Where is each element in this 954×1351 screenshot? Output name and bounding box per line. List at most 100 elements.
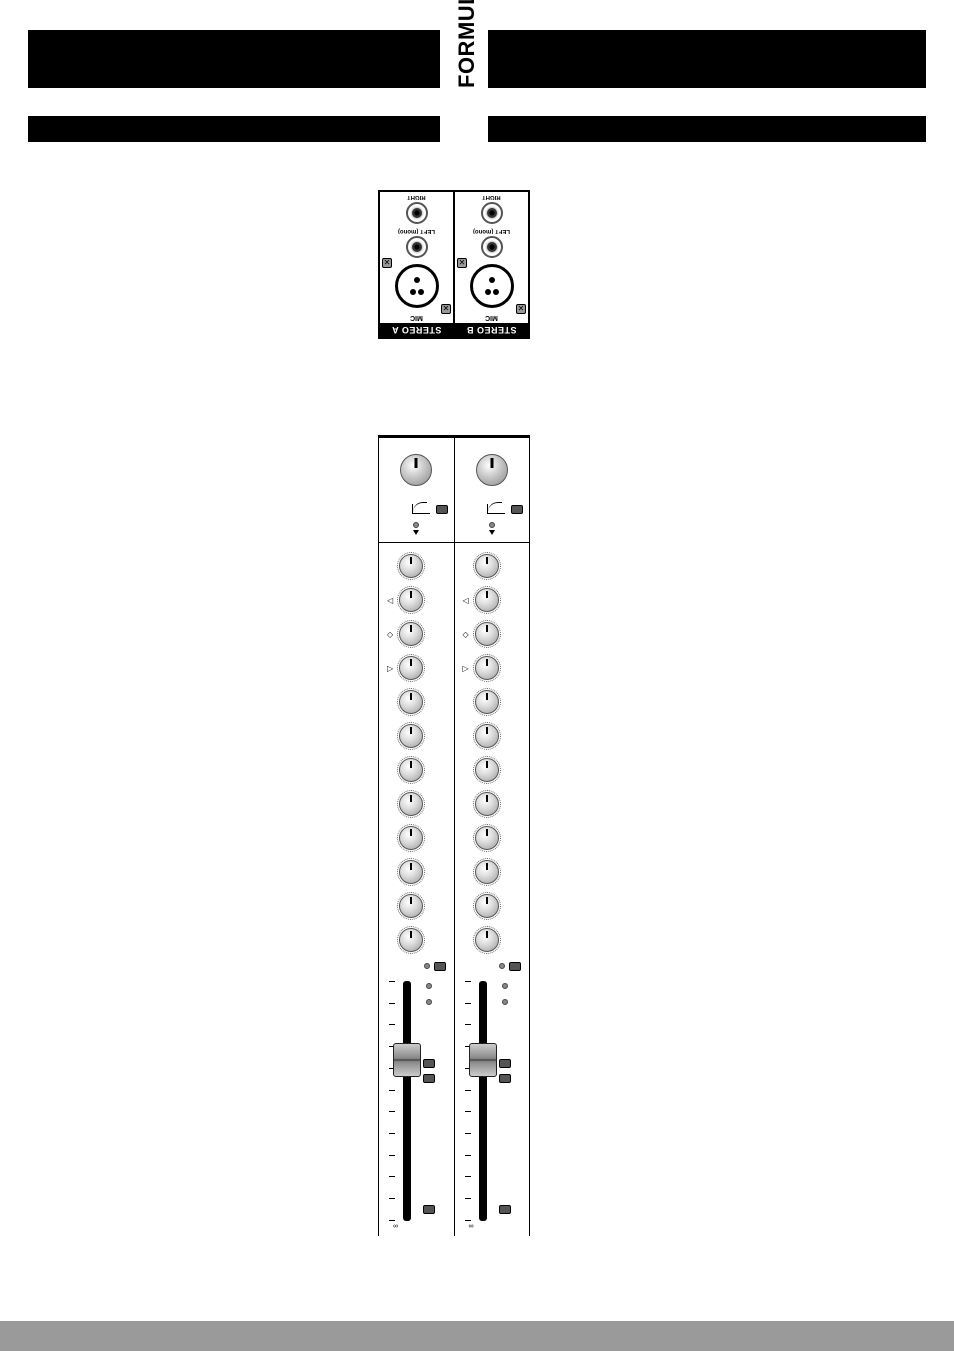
gain-knob[interactable] bbox=[476, 454, 508, 486]
knob-side-glyph: ◇ bbox=[387, 630, 395, 639]
solo-button[interactable] bbox=[423, 1205, 435, 1214]
eq-aux-knob[interactable] bbox=[399, 826, 423, 850]
fader-tick bbox=[389, 1198, 395, 1199]
io-panel: RIGHT LEFT (mono) ✕ ✕ MIC STEREO A RIGHT… bbox=[378, 190, 530, 339]
eq-aux-knob[interactable] bbox=[475, 894, 499, 918]
jack-left-label: LEFT (mono) bbox=[398, 228, 435, 234]
eq-aux-knob[interactable] bbox=[399, 690, 423, 714]
eq-aux-knob[interactable] bbox=[475, 860, 499, 884]
xlr-mic-a[interactable] bbox=[395, 264, 439, 308]
jack-right-a[interactable] bbox=[406, 202, 428, 224]
jack-left-a[interactable] bbox=[406, 236, 428, 258]
fader-tick bbox=[389, 981, 395, 982]
knob-row bbox=[455, 821, 530, 855]
eq-aux-knob[interactable] bbox=[475, 826, 499, 850]
channel-title-a: STEREO A bbox=[380, 323, 453, 337]
mute-led bbox=[424, 963, 430, 969]
mute-row bbox=[379, 961, 454, 971]
knob-row bbox=[379, 753, 454, 787]
hpf-led bbox=[489, 522, 495, 528]
assign-button-2[interactable] bbox=[423, 1074, 435, 1083]
eq-aux-knob[interactable] bbox=[475, 656, 499, 680]
mute-led bbox=[499, 963, 505, 969]
solo-button[interactable] bbox=[499, 1205, 511, 1214]
eq-aux-knob[interactable] bbox=[399, 792, 423, 816]
jack-left-b[interactable] bbox=[481, 236, 503, 258]
mute-row bbox=[455, 961, 530, 971]
eq-aux-knob[interactable] bbox=[475, 588, 499, 612]
eq-aux-knob[interactable] bbox=[399, 554, 423, 578]
eq-aux-knob[interactable] bbox=[399, 928, 423, 952]
eq-aux-knob[interactable] bbox=[399, 656, 423, 680]
hpf-led bbox=[413, 522, 419, 528]
knob-row bbox=[455, 787, 530, 821]
fader-cap[interactable] bbox=[469, 1043, 497, 1077]
knob-side-glyph: ◁ bbox=[387, 596, 395, 605]
knob-row bbox=[379, 855, 454, 889]
eq-aux-knob[interactable] bbox=[399, 894, 423, 918]
fader-cap[interactable] bbox=[393, 1043, 421, 1077]
header-bar-top-left bbox=[28, 30, 440, 88]
hpf-curve-icon bbox=[487, 504, 505, 514]
fader-scale bbox=[465, 981, 471, 1221]
fader-tick bbox=[389, 1111, 395, 1112]
assign-button-2[interactable] bbox=[499, 1074, 511, 1083]
fader-track[interactable] bbox=[403, 981, 411, 1221]
knob-row: ◁ bbox=[379, 583, 454, 617]
eq-aux-knob[interactable] bbox=[475, 690, 499, 714]
hpf-row bbox=[379, 504, 454, 514]
eq-aux-knob[interactable] bbox=[475, 724, 499, 748]
arrow-down-icon bbox=[413, 530, 419, 535]
gain-knob[interactable] bbox=[400, 454, 432, 486]
knob-row bbox=[455, 753, 530, 787]
assign-button-1[interactable] bbox=[499, 1059, 511, 1068]
knob-row bbox=[455, 923, 530, 957]
xlr-screw-icon: ✕ bbox=[382, 258, 392, 268]
channel-strip-a: ◁◇▷∞ bbox=[378, 438, 454, 1236]
knob-row: ◇ bbox=[455, 617, 530, 651]
fader-tick bbox=[389, 1220, 395, 1221]
fader-tick bbox=[465, 1176, 471, 1177]
mute-button[interactable] bbox=[434, 962, 446, 971]
knob-row: ▷ bbox=[379, 651, 454, 685]
eq-aux-knob[interactable] bbox=[475, 554, 499, 578]
fader-tick bbox=[389, 1090, 395, 1091]
hpf-button[interactable] bbox=[436, 505, 448, 514]
eq-aux-knob[interactable] bbox=[475, 758, 499, 782]
eq-aux-knob[interactable] bbox=[399, 588, 423, 612]
fader-track[interactable] bbox=[479, 981, 487, 1221]
knob-row: ◁ bbox=[455, 583, 530, 617]
eq-aux-knob[interactable] bbox=[399, 860, 423, 884]
eq-aux-knob[interactable] bbox=[475, 928, 499, 952]
io-column-b: RIGHT LEFT (mono) ✕ ✕ MIC STEREO B bbox=[455, 192, 528, 337]
jack-right-b[interactable] bbox=[481, 202, 503, 224]
fader-tick bbox=[465, 1220, 471, 1221]
eq-aux-knob[interactable] bbox=[399, 758, 423, 782]
mute-button[interactable] bbox=[509, 962, 521, 971]
fader-tick bbox=[465, 1003, 471, 1004]
peak-led bbox=[426, 999, 432, 1005]
mic-label: MIC bbox=[410, 314, 423, 321]
hpf-button[interactable] bbox=[511, 505, 523, 514]
fader-side-controls bbox=[423, 981, 435, 1214]
footer-bar bbox=[0, 1321, 954, 1351]
knob-row bbox=[379, 889, 454, 923]
knob-row bbox=[379, 787, 454, 821]
knob-side-glyph: ◇ bbox=[463, 630, 471, 639]
channel-title-b: STEREO B bbox=[455, 323, 528, 337]
channel-strip-panel: ◁◇▷∞ ◁◇▷∞ bbox=[378, 435, 530, 1236]
fader-scale bbox=[389, 981, 395, 1221]
knob-side-glyph: ▷ bbox=[387, 664, 395, 673]
eq-aux-knob[interactable] bbox=[475, 622, 499, 646]
knob-row bbox=[455, 549, 530, 583]
eq-aux-knob[interactable] bbox=[399, 622, 423, 646]
eq-aux-knob[interactable] bbox=[399, 724, 423, 748]
xlr-mic-b[interactable] bbox=[470, 264, 514, 308]
assign-button-1[interactable] bbox=[423, 1059, 435, 1068]
header-bar-top-right bbox=[488, 30, 926, 88]
fader-tick bbox=[465, 981, 471, 982]
eq-aux-knob[interactable] bbox=[475, 792, 499, 816]
knob-row bbox=[379, 923, 454, 957]
fader-tick bbox=[465, 1111, 471, 1112]
jack-left-label: LEFT (mono) bbox=[473, 228, 510, 234]
